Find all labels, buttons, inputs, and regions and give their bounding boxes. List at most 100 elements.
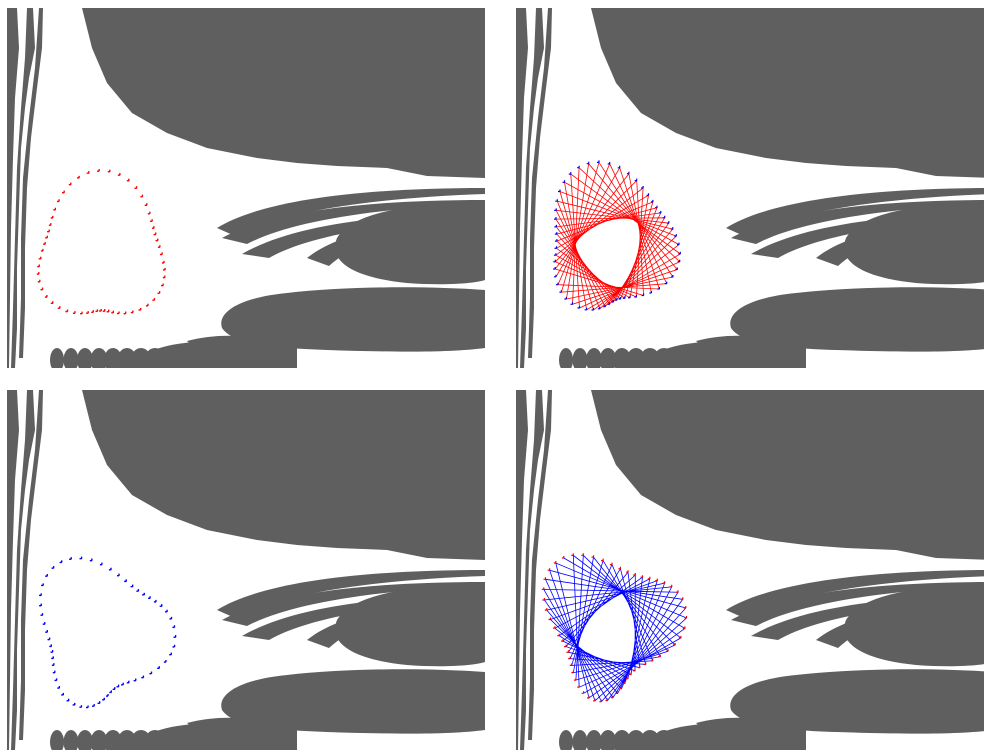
attractor-point <box>666 649 669 652</box>
attractor-point <box>646 193 650 196</box>
attractor-point <box>89 558 93 562</box>
attractor-point <box>634 178 638 182</box>
attractor-point <box>92 704 95 707</box>
attractor-point <box>559 290 562 293</box>
attractor-point <box>566 650 569 653</box>
basin-bottom-scallop <box>599 730 617 750</box>
basin-bottom-scallop <box>572 730 588 750</box>
attractor-point <box>40 287 44 291</box>
attractor-points <box>39 556 177 709</box>
attractor-point <box>52 670 56 674</box>
attractor-point <box>50 301 54 304</box>
attractor-point <box>637 665 641 669</box>
attractor-point <box>682 626 686 629</box>
attractor-point <box>146 303 149 307</box>
attractor-point <box>577 685 580 688</box>
attractor-point <box>591 555 595 558</box>
attractor-point <box>112 687 116 690</box>
basin-bottom-scallop <box>586 730 602 750</box>
attractor-point <box>650 199 654 203</box>
attractor-point <box>599 699 602 703</box>
attractor-point <box>131 310 134 314</box>
attractor-point <box>640 575 644 578</box>
attractor-point <box>148 596 151 599</box>
attractor-point <box>62 190 65 194</box>
attractor-point <box>117 173 121 176</box>
attractor-point <box>628 295 631 299</box>
attractor-point <box>673 643 676 646</box>
trajectory-points <box>553 160 681 311</box>
basin-regions <box>7 390 485 750</box>
attractor-point <box>562 180 566 183</box>
attractor-point <box>39 593 42 597</box>
attractor-point <box>51 663 55 666</box>
basin-bottom-scallop <box>187 335 277 348</box>
attractor-point <box>164 660 167 663</box>
basin-left-fringe <box>520 390 544 750</box>
basin-bottom-scallop <box>696 335 786 348</box>
panel-top-right <box>516 8 984 368</box>
attractor-point <box>557 633 560 637</box>
attractor-point <box>670 227 674 230</box>
basin-bottom-scallop <box>656 723 806 750</box>
attractor-point <box>97 169 100 172</box>
basin-bottom-scallop <box>147 723 297 750</box>
attractor-point <box>662 581 666 584</box>
attractor-point <box>670 275 674 278</box>
attractor-point <box>610 562 613 566</box>
basin-bottom-scallop <box>104 348 122 368</box>
attractor-point <box>140 194 143 198</box>
basin-plot-top-right <box>516 8 984 368</box>
attractor-point <box>570 302 574 305</box>
basin-bottom-scallop <box>63 730 79 750</box>
attractor-point <box>130 584 134 588</box>
attractor-point <box>153 232 157 236</box>
basin-right-lobe <box>844 203 984 285</box>
panel-bottom-right <box>516 390 984 750</box>
attractor-point <box>626 570 629 573</box>
attractor-point <box>674 234 677 237</box>
basin-bottom-scallop <box>63 348 79 368</box>
attractor-point <box>42 622 46 625</box>
attractor-point <box>544 608 548 611</box>
attractor-point <box>577 306 581 309</box>
attractor-point <box>633 573 636 576</box>
attractor-point <box>173 635 177 638</box>
attractor-point <box>675 267 678 271</box>
attractor-point <box>542 598 545 601</box>
basin-left-fringe <box>7 390 19 750</box>
attractor-point <box>59 560 63 564</box>
attractor-point <box>649 291 652 294</box>
attractor-point <box>564 644 567 648</box>
attractor-point <box>117 573 120 577</box>
attractor-point <box>99 309 102 312</box>
basin-bottom-scallop <box>104 730 122 750</box>
attractor-point <box>611 300 614 303</box>
attractor-point <box>45 235 48 239</box>
basin-left-fringe <box>7 8 19 368</box>
attractor-point <box>41 583 44 587</box>
attractor-point <box>543 577 547 580</box>
basin-regions <box>516 8 984 368</box>
attractor-point <box>40 249 44 252</box>
attractor-point <box>603 304 606 308</box>
attractor-point <box>79 556 83 560</box>
attractor-point <box>678 251 681 255</box>
attractor-point <box>605 698 609 702</box>
basin-upper-region <box>82 390 485 560</box>
attractor-point <box>587 696 590 699</box>
attractor-points <box>36 169 166 315</box>
basin-left-fringe <box>11 8 35 368</box>
attractor-point <box>643 662 647 665</box>
attractor-point <box>136 589 139 592</box>
attractor-point <box>662 215 666 219</box>
attractor-point <box>607 161 611 165</box>
attractor-point <box>95 309 99 312</box>
attractor-point <box>155 238 159 242</box>
attractor-point <box>68 182 72 186</box>
attractor-point <box>618 566 621 570</box>
attractor-point <box>547 568 551 571</box>
attractor-point <box>152 298 156 301</box>
basin-bottom-scallop <box>559 730 573 750</box>
attractor-point <box>678 635 682 639</box>
